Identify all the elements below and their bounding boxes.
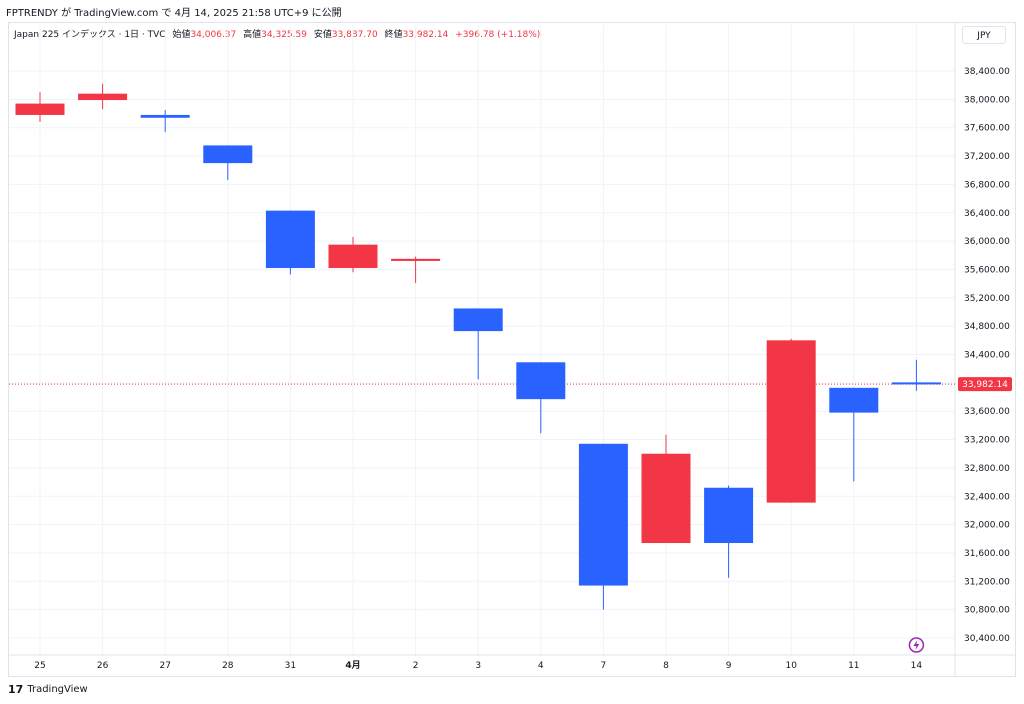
last-price-label: 33,982.14	[962, 380, 1008, 390]
candle-body	[265, 210, 315, 269]
y-tick-label: 30,800.00	[964, 606, 1010, 616]
last-price-badge	[958, 377, 1012, 392]
chart-legend: Japan 225 インデックス · 1日 · TVC 始値34,006.37 …	[14, 27, 540, 40]
x-tick-label: 25	[34, 661, 45, 671]
symbol-label: Japan 225 インデックス · 1日 · TVC	[14, 30, 166, 40]
candle-body	[391, 258, 441, 261]
y-tick-label: 35,200.00	[964, 294, 1010, 304]
candle-body	[891, 382, 941, 385]
x-tick-label: 7	[601, 661, 607, 671]
candle-body	[78, 93, 128, 101]
candle-body	[641, 453, 691, 544]
tradingview-logo-icon: 𝟭𝟳	[8, 683, 24, 696]
x-tick-label: 28	[222, 661, 234, 671]
y-tick-label: 37,200.00	[964, 152, 1010, 162]
open-value: 34,006.37	[190, 30, 237, 40]
currency-button[interactable]: JPY	[962, 26, 1006, 44]
brand-label: TradingView	[27, 684, 88, 695]
candle-body	[328, 244, 378, 269]
candle-body	[829, 387, 879, 413]
candle-body	[516, 362, 566, 400]
y-tick-label: 33,200.00	[964, 436, 1010, 446]
y-tick-label: 33,600.00	[964, 407, 1010, 417]
x-tick-label: 3	[475, 661, 481, 671]
close-value: 33,982.14	[402, 30, 449, 40]
candle-body	[140, 114, 190, 118]
y-tick-label: 32,000.00	[964, 521, 1010, 531]
chart-frame	[8, 22, 1016, 677]
y-tick-label: 30,400.00	[964, 634, 1010, 644]
y-tick-label: 38,000.00	[964, 95, 1010, 105]
y-tick-label: 35,600.00	[964, 265, 1010, 275]
y-tick-label: 36,800.00	[964, 180, 1010, 190]
low-label: 安値	[313, 30, 332, 40]
publish-header: FPTRENDY が TradingView.com で 4月 14, 2025…	[6, 8, 342, 19]
low-value: 33,887.70	[331, 30, 378, 40]
candle-body	[704, 487, 754, 544]
x-tick-label: 9	[726, 661, 732, 671]
high-label: 高値	[243, 30, 262, 40]
y-tick-label: 31,600.00	[964, 549, 1010, 559]
x-tick-label: 26	[97, 661, 109, 671]
y-tick-label: 37,600.00	[964, 124, 1010, 134]
y-tick-label: 31,200.00	[964, 577, 1010, 587]
y-tick-label: 32,800.00	[964, 464, 1010, 474]
lightning-icon	[908, 637, 925, 653]
high-value: 34,325.59	[261, 30, 307, 40]
candle-body	[766, 340, 816, 503]
y-tick-label: 34,400.00	[964, 351, 1010, 361]
x-tick-label: 27	[159, 661, 170, 671]
close-label: 終値	[384, 30, 403, 40]
x-tick-label: 8	[663, 661, 669, 671]
lightning-bolt	[913, 640, 920, 650]
candle-body	[15, 103, 65, 115]
x-tick-label: 2	[413, 661, 419, 671]
candle-body	[203, 145, 253, 164]
x-tick-label: 10	[785, 661, 797, 671]
y-tick-label: 38,400.00	[964, 67, 1010, 77]
candle-body	[453, 308, 503, 332]
candle-body	[578, 443, 628, 586]
x-tick-label: 4月	[345, 660, 360, 671]
y-tick-label: 36,400.00	[964, 209, 1010, 219]
open-label: 始値	[172, 30, 191, 40]
footer-brand: 𝟭𝟳 TradingView	[8, 683, 88, 696]
change-value: +396.78 (+1.18%)	[455, 30, 541, 40]
y-tick-label: 32,400.00	[964, 492, 1010, 502]
x-tick-label: 31	[285, 661, 296, 671]
y-tick-label: 34,800.00	[964, 322, 1010, 332]
x-tick-label: 4	[538, 661, 544, 671]
y-tick-label: 36,000.00	[964, 237, 1010, 247]
x-tick-label: 11	[848, 661, 859, 671]
x-tick-label: 14	[911, 661, 923, 671]
